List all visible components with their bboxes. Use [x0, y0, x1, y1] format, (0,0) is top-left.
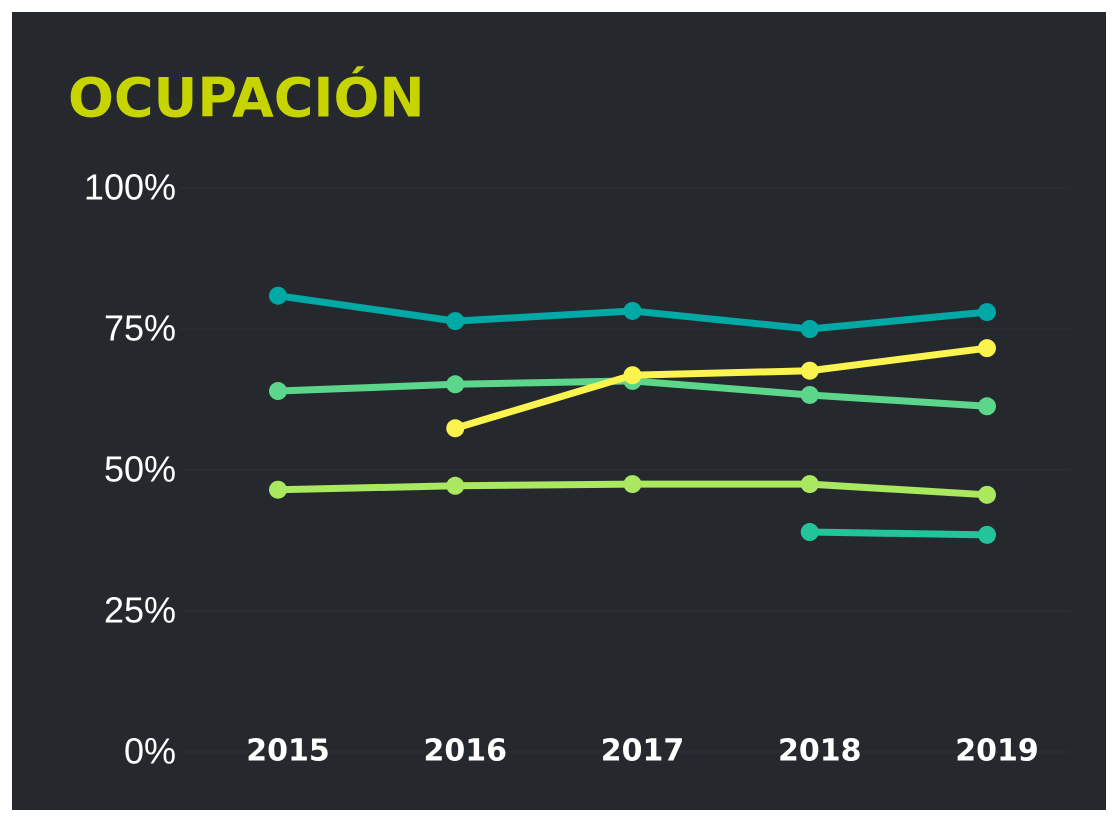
series-line [454, 344, 988, 432]
panel [12, 12, 1106, 810]
x-tick-label: 2019 [955, 734, 1039, 769]
data-point [978, 485, 996, 504]
chart-title: OCUPACIÓN [68, 67, 425, 130]
y-tick-label: 25% [104, 590, 176, 631]
data-point [800, 523, 819, 542]
data-point [623, 301, 642, 320]
x-tick-label: 2015 [246, 734, 330, 769]
data-point [269, 480, 287, 499]
data-point [269, 286, 287, 305]
y-tick-label: 75% [104, 308, 176, 349]
series-line [809, 528, 988, 539]
data-point [623, 366, 642, 385]
data-point [800, 320, 819, 338]
data-point [446, 419, 465, 438]
data-point [978, 303, 996, 322]
data-point [978, 339, 996, 358]
data-point [978, 397, 996, 416]
y-tick-label: 100% [84, 167, 176, 208]
data-point [446, 312, 465, 331]
data-point [800, 385, 819, 404]
x-tick-label: 2016 [424, 734, 508, 769]
data-point [446, 375, 465, 394]
x-tick-label: 2017 [601, 734, 685, 769]
x-tick-label: 2018 [778, 734, 862, 769]
data-point [800, 361, 819, 380]
data-point [800, 475, 819, 494]
data-point [446, 476, 465, 495]
y-tick-label: 50% [104, 449, 176, 490]
y-tick-label: 0% [124, 731, 176, 772]
data-point [978, 525, 996, 544]
data-point [269, 382, 287, 401]
data-point [623, 475, 642, 494]
